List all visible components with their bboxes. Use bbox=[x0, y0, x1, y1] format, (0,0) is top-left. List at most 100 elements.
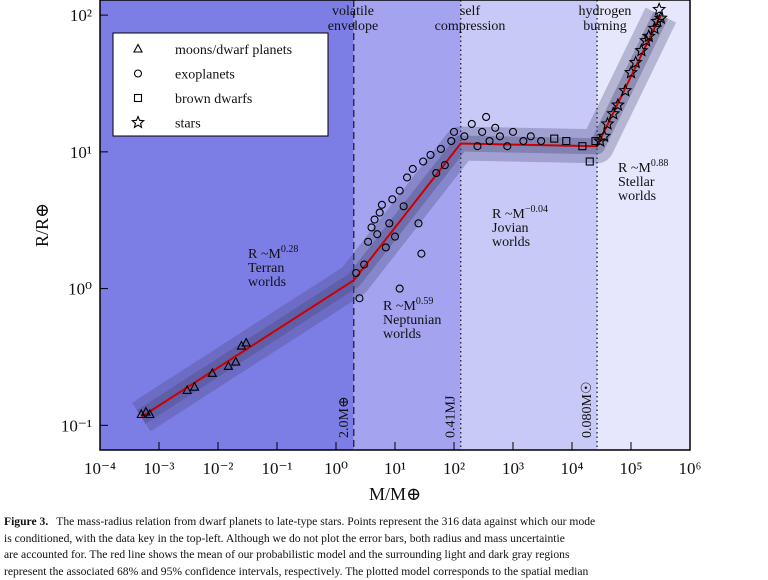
triangle-marker bbox=[223, 360, 234, 370]
legend-label: brown dwarfs bbox=[175, 92, 252, 107]
star-marker bbox=[641, 28, 656, 43]
x-tick-label: 10⁰ bbox=[324, 459, 348, 478]
regime-label: Terran bbox=[248, 261, 284, 276]
circle-marker bbox=[449, 127, 459, 136]
region-header: envelope bbox=[328, 19, 379, 34]
circle-marker bbox=[467, 119, 476, 128]
legend-label: exoplanets bbox=[175, 68, 235, 83]
x-tick-label: 10⁻³ bbox=[143, 459, 174, 478]
regime-text: R ~M bbox=[248, 247, 281, 262]
legend-label: stars bbox=[175, 117, 201, 132]
star-marker bbox=[652, 2, 667, 16]
circle-marker bbox=[537, 136, 546, 146]
triangle-marker bbox=[140, 406, 151, 416]
regime-exponent: 0.88 bbox=[651, 158, 669, 169]
circle-marker bbox=[390, 232, 400, 241]
caption-line: is conditioned, with the data key in the… bbox=[4, 531, 565, 545]
circle-marker bbox=[355, 294, 364, 303]
star-marker bbox=[628, 55, 643, 69]
circle-marker bbox=[447, 136, 456, 146]
regime-formula: R ~M−0.04 bbox=[492, 204, 548, 222]
circle-marker bbox=[482, 112, 491, 122]
circle-marker bbox=[478, 127, 487, 136]
star-marker bbox=[618, 83, 633, 97]
regime-label: worlds bbox=[492, 235, 530, 250]
region-header: hydrogen bbox=[579, 4, 632, 19]
circle-marker bbox=[381, 243, 390, 252]
circle-marker bbox=[473, 142, 482, 151]
circle-marker bbox=[373, 230, 382, 239]
x-tick-label: 10³ bbox=[502, 459, 524, 478]
triangle-marker bbox=[236, 340, 247, 350]
x-tick-label: 10¹ bbox=[384, 459, 406, 478]
regime-text: R ~M bbox=[492, 207, 525, 222]
regime-text: R ~M bbox=[383, 299, 416, 314]
circle-marker bbox=[388, 195, 397, 204]
circle-marker bbox=[352, 268, 361, 278]
triangle-marker bbox=[241, 337, 252, 347]
circle-marker bbox=[395, 284, 404, 293]
region bbox=[597, 0, 690, 450]
regime-label: Stellar bbox=[618, 175, 655, 190]
region bbox=[353, 0, 461, 450]
star-marker bbox=[606, 106, 621, 120]
circle-marker bbox=[375, 208, 384, 217]
circle-marker bbox=[385, 219, 394, 228]
regime-label: Neptunian bbox=[383, 313, 441, 328]
triangle-marker bbox=[133, 43, 143, 53]
region-header: burning bbox=[583, 19, 627, 34]
regime-label: worlds bbox=[383, 327, 421, 342]
caption-line: The mass-radius relation from dwarf plan… bbox=[56, 515, 596, 528]
circle-marker bbox=[491, 123, 500, 132]
region-header: self bbox=[460, 4, 481, 19]
y-tick-label: 10⁻¹ bbox=[61, 416, 92, 435]
triangle-marker bbox=[230, 356, 241, 366]
square-marker bbox=[562, 136, 571, 146]
star-marker bbox=[634, 43, 649, 57]
y-tick-label: 10² bbox=[70, 6, 92, 25]
circle-marker bbox=[485, 136, 494, 146]
circle-marker bbox=[426, 150, 435, 159]
x-tick-label: 10⁵ bbox=[620, 459, 643, 478]
region bbox=[460, 0, 598, 450]
square-marker bbox=[585, 157, 594, 166]
x-tick-label: 10⁻⁴ bbox=[84, 459, 116, 478]
star-marker bbox=[638, 33, 654, 47]
star-marker bbox=[597, 128, 612, 143]
circle-marker bbox=[419, 157, 428, 166]
regime-exponent: −0.04 bbox=[525, 204, 548, 215]
circle-marker bbox=[364, 237, 373, 246]
circle-marker bbox=[519, 136, 528, 146]
circle-marker bbox=[367, 223, 376, 232]
x-axis-label: M/M⊕ bbox=[369, 484, 421, 504]
triangle-marker bbox=[144, 408, 155, 419]
circle-marker bbox=[360, 260, 369, 269]
circle-marker bbox=[432, 168, 441, 178]
legend-label: moons/dwarf planets bbox=[175, 43, 292, 58]
square-marker bbox=[591, 136, 600, 146]
star-marker bbox=[130, 115, 146, 129]
caption-line: represent the associated 68% and 95% con… bbox=[4, 564, 589, 578]
circle-marker bbox=[377, 200, 386, 209]
circle-marker bbox=[414, 219, 423, 228]
x-tick-label: 10⁴ bbox=[561, 459, 584, 478]
regime-formula: R ~M0.88 bbox=[618, 158, 668, 176]
circle-marker bbox=[133, 69, 143, 78]
circle-marker bbox=[370, 215, 379, 224]
square-marker bbox=[550, 134, 559, 143]
region-header: compression bbox=[435, 19, 506, 34]
circle-marker bbox=[526, 132, 535, 141]
circle-marker bbox=[408, 164, 417, 173]
x-tick-label: 10⁶ bbox=[679, 459, 702, 478]
y-axis-label: R/R⊕ bbox=[32, 203, 52, 247]
star-marker bbox=[647, 20, 662, 35]
regime-formula: R ~M0.28 bbox=[248, 244, 298, 262]
region-header: volatile bbox=[332, 4, 374, 19]
circle-marker bbox=[395, 186, 404, 195]
star-marker bbox=[623, 65, 639, 79]
regime-label: worlds bbox=[618, 189, 656, 204]
y-tick-label: 10¹ bbox=[70, 143, 92, 162]
regime-label: Jovian bbox=[492, 221, 529, 236]
caption-label: Figure 3. bbox=[4, 515, 49, 528]
